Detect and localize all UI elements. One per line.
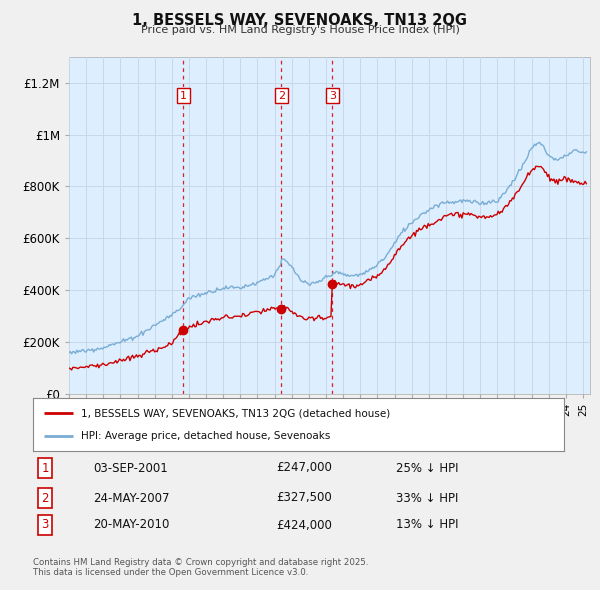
Text: Price paid vs. HM Land Registry's House Price Index (HPI): Price paid vs. HM Land Registry's House …	[140, 25, 460, 35]
Text: 3: 3	[41, 519, 49, 532]
Text: 2: 2	[41, 491, 49, 504]
Text: 25% ↓ HPI: 25% ↓ HPI	[396, 461, 458, 474]
Text: HPI: Average price, detached house, Sevenoaks: HPI: Average price, detached house, Seve…	[81, 431, 330, 441]
Text: 3: 3	[329, 91, 336, 100]
Text: 20-MAY-2010: 20-MAY-2010	[93, 519, 169, 532]
Text: 1: 1	[41, 461, 49, 474]
Text: Contains HM Land Registry data © Crown copyright and database right 2025.
This d: Contains HM Land Registry data © Crown c…	[33, 558, 368, 577]
Text: 2: 2	[278, 91, 285, 100]
Text: £327,500: £327,500	[276, 491, 332, 504]
Text: 24-MAY-2007: 24-MAY-2007	[93, 491, 170, 504]
Text: 13% ↓ HPI: 13% ↓ HPI	[396, 519, 458, 532]
Text: 1: 1	[180, 91, 187, 100]
Text: 33% ↓ HPI: 33% ↓ HPI	[396, 491, 458, 504]
Text: 1, BESSELS WAY, SEVENOAKS, TN13 2QG: 1, BESSELS WAY, SEVENOAKS, TN13 2QG	[133, 13, 467, 28]
Text: 1, BESSELS WAY, SEVENOAKS, TN13 2QG (detached house): 1, BESSELS WAY, SEVENOAKS, TN13 2QG (det…	[81, 408, 390, 418]
Text: 03-SEP-2001: 03-SEP-2001	[93, 461, 168, 474]
Text: £424,000: £424,000	[276, 519, 332, 532]
Text: £247,000: £247,000	[276, 461, 332, 474]
